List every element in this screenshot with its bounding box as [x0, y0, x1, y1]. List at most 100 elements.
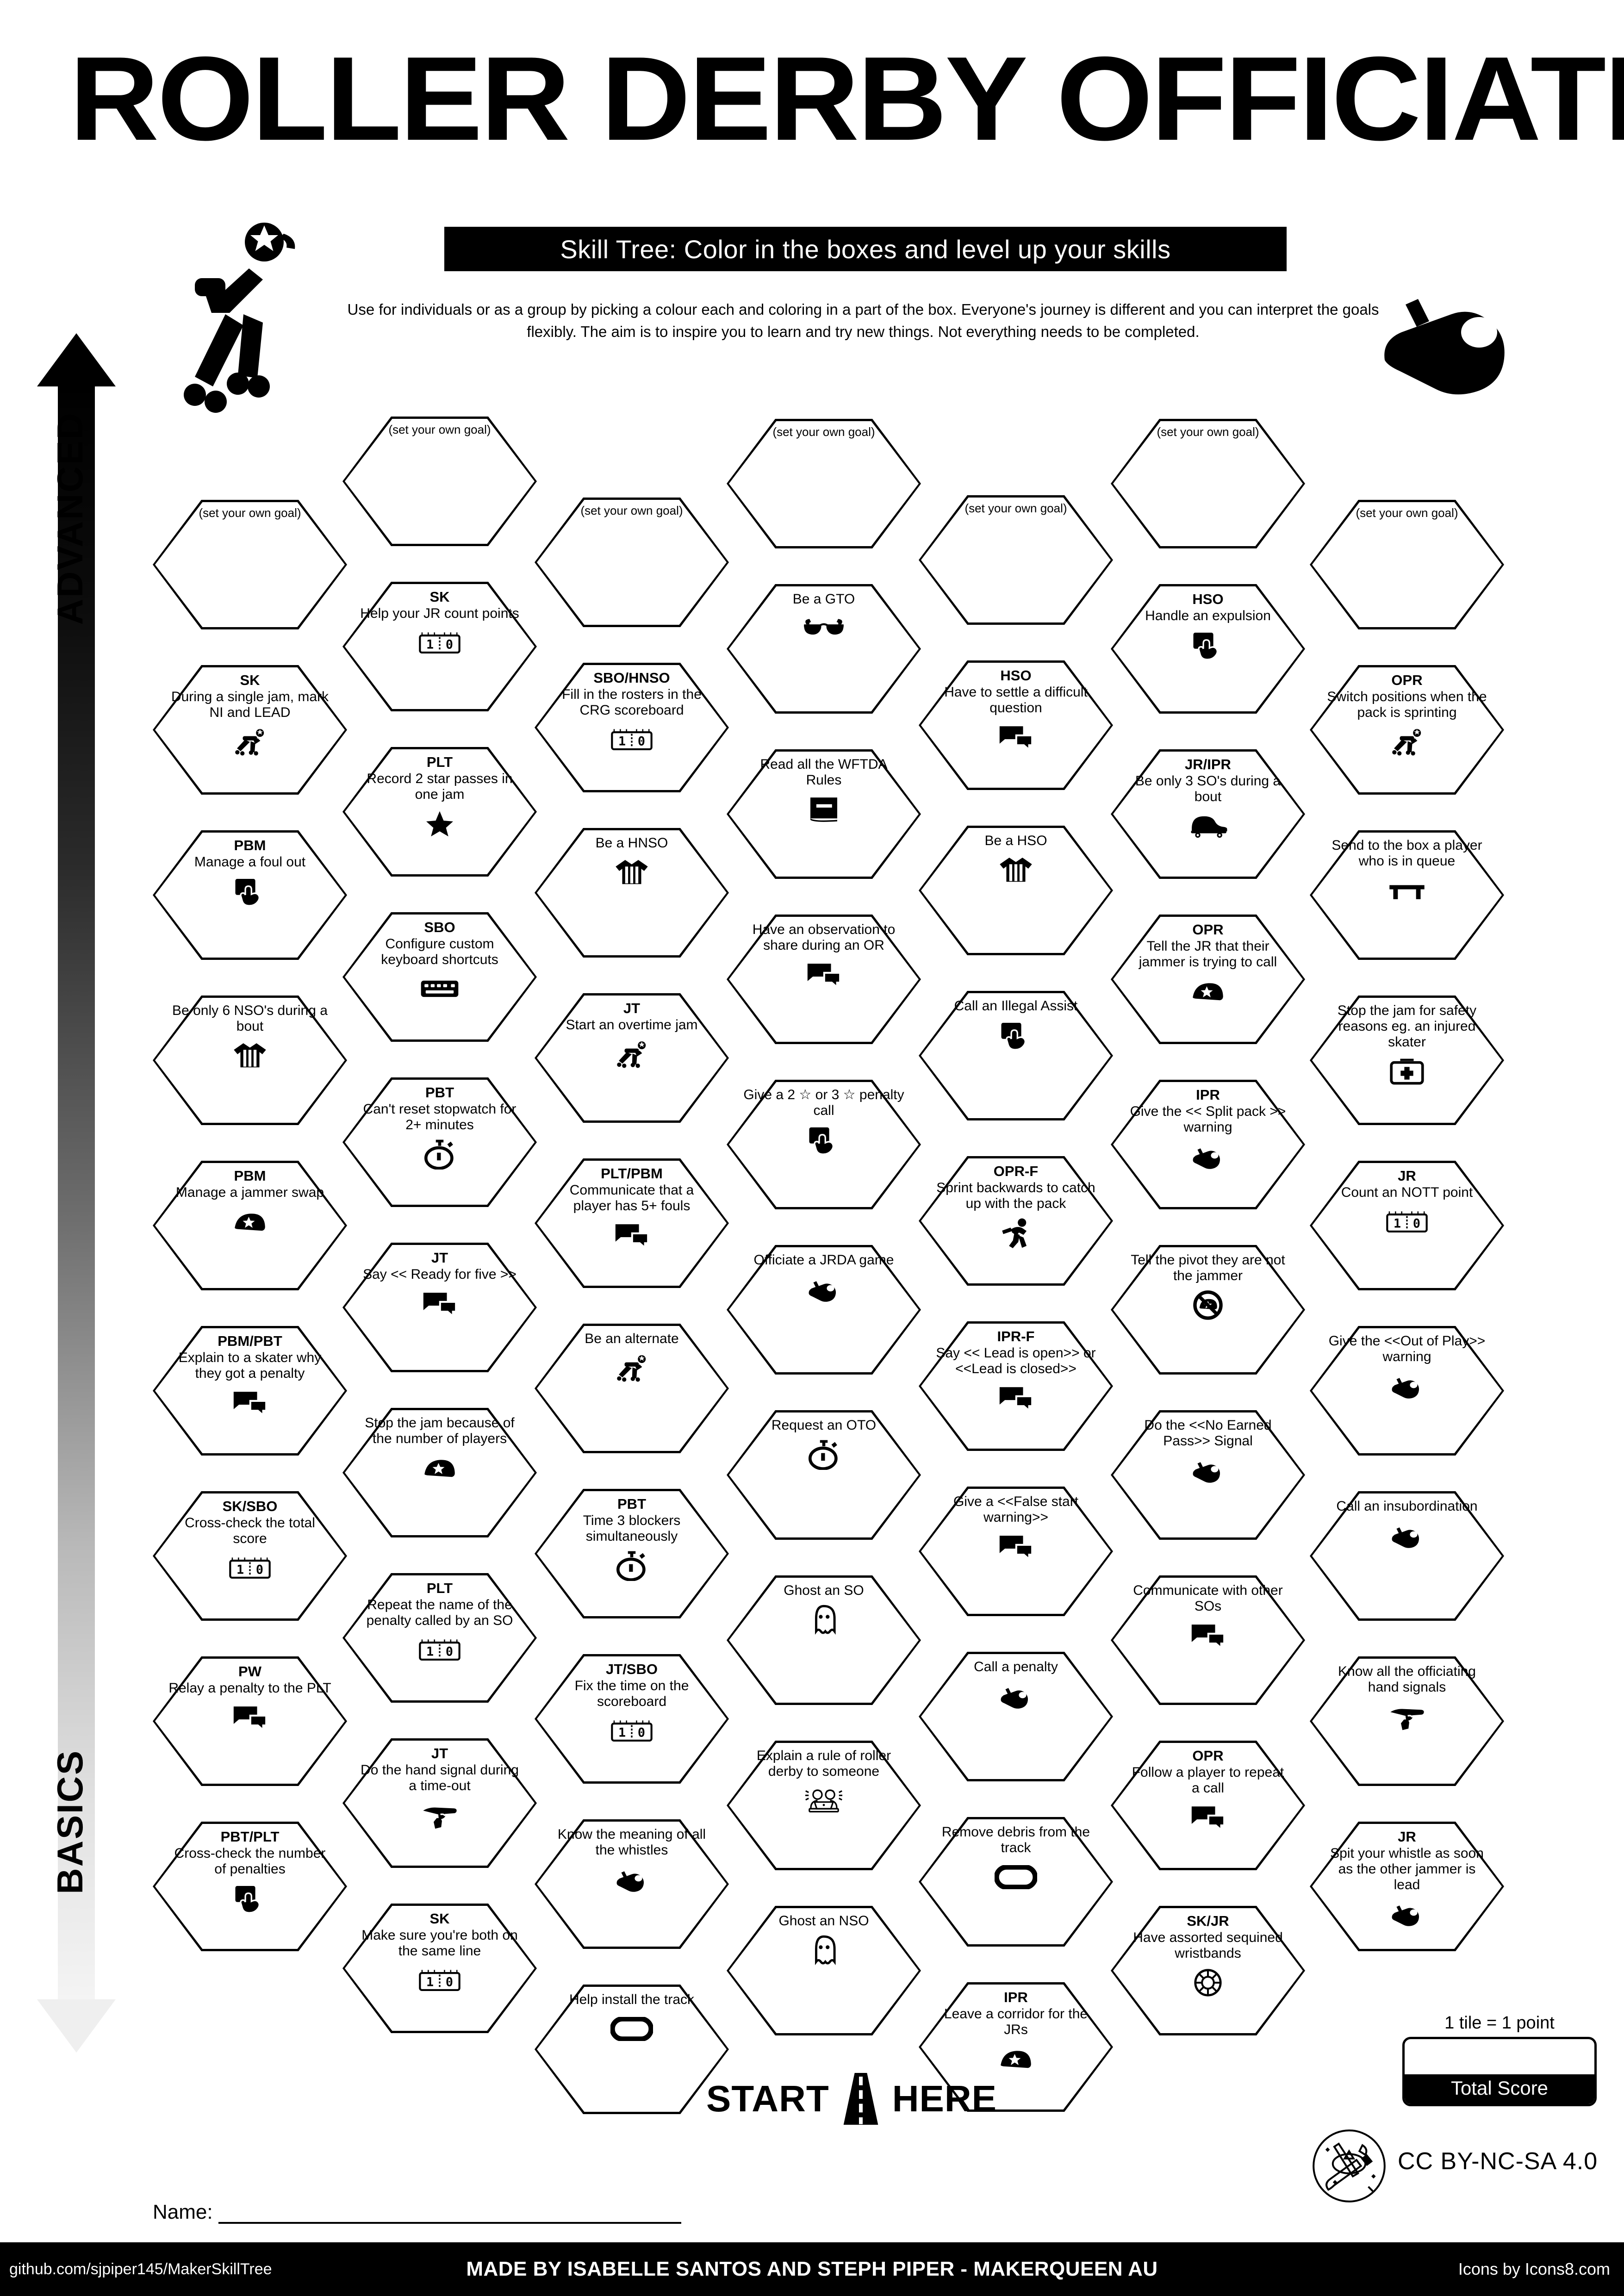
- skill-tile[interactable]: PLT/PBM Communicate that a player has 5+ …: [535, 1158, 729, 1288]
- skill-tile[interactable]: Request an OTO: [727, 1410, 921, 1540]
- skill-tile[interactable]: IPR Leave a corridor for the JRs: [919, 1982, 1113, 2112]
- skill-tile[interactable]: JT/SBO Fix the time on the scoreboard 1 0: [535, 1654, 729, 1784]
- hex-fill[interactable]: [729, 1247, 919, 1372]
- skill-tile[interactable]: SBO Configure custom keyboard shortcuts: [342, 912, 537, 1042]
- skill-tile[interactable]: OPR Follow a player to repeat a call: [1111, 1741, 1305, 1870]
- skill-tile[interactable]: JR/IPR Be only 3 SO's during a bout: [1111, 749, 1305, 879]
- hex-fill[interactable]: [537, 1656, 727, 1781]
- skill-tile[interactable]: Call an Illegal Assist: [919, 991, 1113, 1120]
- skill-tile[interactable]: PBT/PLT Cross-check the number of penalti…: [153, 1822, 347, 1951]
- skill-tile[interactable]: SK/JR Have assorted sequined wristbands: [1111, 1906, 1305, 2035]
- set-own-goal-placeholder: (set your own goal): [1157, 425, 1259, 439]
- skill-tile[interactable]: (set your own goal): [1310, 500, 1504, 629]
- skill-tile[interactable]: HSO Have to settle a difficult question: [919, 660, 1113, 790]
- skill-tile[interactable]: Be a GTO: [727, 584, 921, 714]
- skill-tile[interactable]: SK Help your JR count points 1 0: [342, 582, 537, 711]
- skill-tile[interactable]: Be only 6 NSO's during a bout: [153, 996, 347, 1125]
- score-input-box[interactable]: Total Score: [1402, 2037, 1597, 2106]
- hex-fill[interactable]: [537, 500, 727, 625]
- hex-fill[interactable]: [537, 665, 727, 790]
- skill-tile[interactable]: Call an insubordination: [1310, 1491, 1504, 1621]
- skill-tile[interactable]: Stop the jam because of the number of pl…: [342, 1408, 537, 1537]
- skill-tile[interactable]: Ghost an NSO: [727, 1906, 921, 2035]
- hex-fill[interactable]: [537, 996, 727, 1120]
- skill-tile[interactable]: JR Count an NOTT point 1 0: [1310, 1161, 1504, 1290]
- skill-tile[interactable]: OPR-F Sprint backwards to catch up with t…: [919, 1156, 1113, 1286]
- tile-content: (set your own goal): [342, 417, 537, 546]
- skill-tile[interactable]: OPR Switch positions when the pack is spr…: [1310, 665, 1504, 795]
- skill-tile[interactable]: JT Start an overtime jam: [535, 993, 729, 1123]
- skill-tile[interactable]: Send to the box a player who is in queue: [1310, 830, 1504, 960]
- hex-fill[interactable]: [729, 1908, 919, 2033]
- skill-tile[interactable]: Read all the WFTDA Rules: [727, 749, 921, 879]
- skill-tile[interactable]: Have an observation to share during an O…: [727, 915, 921, 1044]
- skill-tile[interactable]: OPR Tell the JR that their jammer is tryi…: [1111, 915, 1305, 1044]
- skill-tile[interactable]: Call a penalty: [919, 1652, 1113, 1781]
- skill-tile[interactable]: (set your own goal): [153, 500, 347, 629]
- skill-tile[interactable]: (set your own goal): [535, 498, 729, 627]
- skill-tile[interactable]: Tell the pivot they are not the jammer: [1111, 1245, 1305, 1375]
- subtitle-text: Skill Tree: Color in the boxes and level…: [560, 234, 1171, 264]
- tile-content: JR/IPR Be only 3 SO's during a bout: [1111, 749, 1305, 879]
- hex-fill[interactable]: [537, 1326, 727, 1451]
- skill-tile[interactable]: Officiate a JRDA game: [727, 1245, 921, 1375]
- tile-task-text: Explain to a skater why they got a penal…: [178, 1350, 322, 1381]
- skill-tile[interactable]: JR Spit your whistle as soon as the other…: [1310, 1822, 1504, 1951]
- skill-tile[interactable]: HSO Handle an expulsion: [1111, 584, 1305, 714]
- tile-task-text: Sprint backwards to catch up with the pa…: [936, 1180, 1095, 1211]
- skill-tile[interactable]: (set your own goal): [1111, 419, 1305, 548]
- skill-tile[interactable]: IPR-F Say << Lead is open>> or <<Lead is …: [919, 1321, 1113, 1451]
- skill-tile[interactable]: PBM/PBT Explain to a skater why they got …: [153, 1326, 347, 1456]
- skill-tile[interactable]: Give a <<False start warning>>: [919, 1487, 1113, 1616]
- footer-repo-link[interactable]: github.com/sjpiper145/MakerSkillTree: [9, 2260, 272, 2278]
- skill-tile[interactable]: SK Make sure you're both on the same line…: [342, 1904, 537, 2033]
- skill-tile[interactable]: JT Do the hand signal during a time-out: [342, 1738, 537, 1868]
- tile-task-text: Have to settle a difficult question: [944, 684, 1088, 716]
- svg-text:0: 0: [638, 734, 645, 748]
- skill-tile[interactable]: SBO/HNSO Fill in the rosters in the CRG s…: [535, 663, 729, 792]
- skill-tile[interactable]: Be a HSO: [919, 826, 1113, 955]
- skill-tile[interactable]: PLT Repeat the name of the penalty called…: [342, 1573, 537, 1703]
- skill-tile[interactable]: (set your own goal): [727, 419, 921, 548]
- skill-tile[interactable]: (set your own goal): [342, 417, 537, 546]
- svg-text:0: 0: [446, 1644, 453, 1659]
- skill-tile[interactable]: Remove debris from the track: [919, 1817, 1113, 1947]
- skill-tile[interactable]: IPR Give the << Split pack >> warning: [1111, 1080, 1305, 1209]
- skill-tile[interactable]: Give a 2 ☆ or 3 ☆ penalty call: [727, 1080, 921, 1209]
- skill-tile[interactable]: Be a HNSO: [535, 828, 729, 958]
- tile-role-code: OPR: [1192, 921, 1224, 938]
- skill-tile[interactable]: (set your own goal): [919, 495, 1113, 625]
- skill-tile[interactable]: SK During a single jam, mark NI and LEAD: [153, 665, 347, 795]
- skill-tile[interactable]: PBT Can't reset stopwatch for 2+ minutes: [342, 1077, 537, 1207]
- hex-fill[interactable]: [537, 1987, 727, 2112]
- skill-tile[interactable]: Be an alternate: [535, 1324, 729, 1453]
- skill-tile[interactable]: Stop the jam for safety reasons eg. an i…: [1310, 996, 1504, 1125]
- hex-fill[interactable]: [729, 421, 919, 546]
- hand-tap-icon: [1192, 628, 1224, 663]
- skill-tile[interactable]: PLT Record 2 star passes in one jam: [342, 747, 537, 877]
- hex-fill[interactable]: [537, 830, 727, 955]
- skill-tile[interactable]: Do the <<No Earned Pass>> Signal: [1111, 1410, 1305, 1540]
- skill-tile[interactable]: PBM Manage a foul out: [153, 830, 347, 960]
- skill-tile[interactable]: Give the <<Out of Play>> warning: [1310, 1326, 1504, 1456]
- no-jammer-icon: [1193, 1288, 1223, 1323]
- skill-tile[interactable]: Explain a rule of roller derby to someon…: [727, 1741, 921, 1870]
- skill-tile[interactable]: PBT Time 3 blockers simultaneously: [535, 1489, 729, 1618]
- skill-tile[interactable]: Communicate with other SOs: [1111, 1575, 1305, 1705]
- skill-tile[interactable]: SK/SBO Cross-check the total score 1 0: [153, 1491, 347, 1621]
- skill-tile[interactable]: Ghost an SO: [727, 1575, 921, 1705]
- skill-tile[interactable]: Know the meaning of all the whistles: [535, 1819, 729, 1949]
- speech-bubbles-icon: [999, 1381, 1033, 1416]
- hex-fill[interactable]: [729, 586, 919, 711]
- skill-tile[interactable]: Help install the track: [535, 1985, 729, 2114]
- hex-fill[interactable]: [729, 1412, 919, 1537]
- hex-fill[interactable]: [537, 1161, 727, 1286]
- speech-bubbles-icon: [807, 957, 841, 992]
- skill-tile[interactable]: PBM Manage a jammer swap: [153, 1161, 347, 1290]
- footer-icons-credit[interactable]: Icons by Icons8.com: [1458, 2259, 1610, 2278]
- skill-tile[interactable]: JT Say << Ready for five >>: [342, 1243, 537, 1372]
- hex-fill[interactable]: [729, 1578, 919, 1703]
- skill-tile[interactable]: Know all the officiating hand signals: [1310, 1656, 1504, 1786]
- skill-tile[interactable]: PW Relay a penalty to the PLT: [153, 1656, 347, 1786]
- name-input[interactable]: [218, 2220, 681, 2224]
